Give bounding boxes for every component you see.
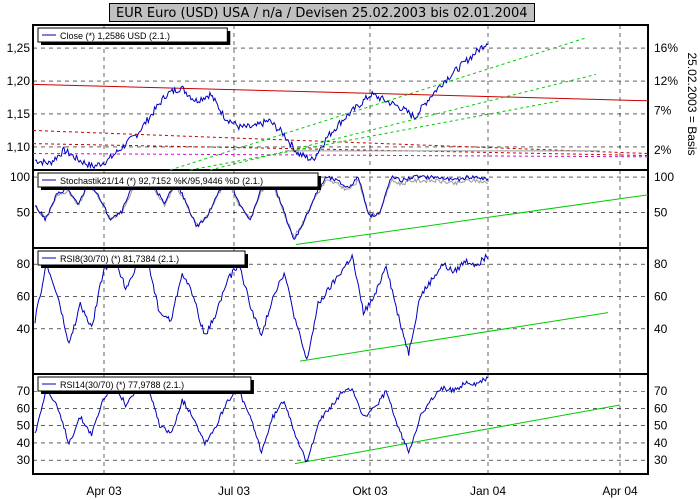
- trend-lines: [32, 37, 649, 465]
- y-tick-label: 1,15: [7, 107, 31, 121]
- legend-text: Close (*) 1,2586 USD (2.1.): [60, 31, 170, 41]
- y-tick-label: 100: [10, 170, 30, 184]
- x-tick-label: Jul 03: [218, 484, 250, 498]
- y-tick-label-right: 100: [654, 170, 674, 184]
- y-tick-label: 1,20: [7, 74, 31, 88]
- y-tick-label: 50: [17, 206, 31, 220]
- y-tick-label-right: 40: [654, 436, 668, 450]
- trend-line: [295, 194, 649, 245]
- y-tick-label-right: 12%: [654, 74, 678, 88]
- trend-line: [189, 100, 561, 171]
- y-tick-label: 30: [17, 453, 31, 467]
- trend-line: [209, 73, 597, 171]
- y-tick-label: 1,25: [7, 41, 31, 55]
- y-tick-label: 60: [17, 289, 31, 303]
- panel-frames: [32, 24, 649, 475]
- y-tick-label: 1,10: [7, 140, 31, 154]
- side-label: 25.02.2003 = Basis: [685, 52, 699, 155]
- price-series-line: [34, 43, 489, 170]
- x-tick-label: Apr 03: [86, 484, 122, 498]
- legends: Close (*) 1,2586 USD (2.1.) Stochastik21/…: [37, 27, 321, 394]
- axis-labels: Apr 03 Jul 03 Okt 03 Jan 04 Apr 04 1,25 1,20 1,…: [7, 41, 679, 498]
- chart-title: EUR Euro (USD) USA / n/a / Devisen 25.02…: [109, 3, 535, 22]
- x-tick-label: Jan 04: [470, 484, 506, 498]
- y-tick-label: 50: [17, 419, 31, 433]
- y-tick-label-right: 60: [654, 289, 668, 303]
- trend-line: [32, 129, 649, 155]
- legend-text: Stochastik21/14 (*) 92,7152 %K/95,9446 %…: [60, 176, 263, 186]
- y-tick-label-right: 50: [654, 419, 668, 433]
- y-tick-label: 60: [17, 401, 31, 415]
- y-tick-label: 80: [17, 257, 31, 271]
- legend-box: [37, 376, 252, 392]
- legend-box: [37, 172, 319, 188]
- y-tick-label-right: 2%: [654, 143, 672, 157]
- y-tick-label-right: 80: [654, 257, 668, 271]
- y-tick-label-right: 7%: [654, 104, 672, 118]
- legend-text: RSI14(30/70) (*) 77,9788 (2.1.): [60, 380, 184, 390]
- legend-box: [37, 27, 228, 43]
- y-tick-label-right: 16%: [654, 41, 678, 55]
- y-tick-label-right: 70: [654, 384, 668, 398]
- trend-line: [294, 404, 621, 465]
- y-tick-label-right: 40: [654, 322, 668, 336]
- y-tick-label-right: 30: [654, 453, 668, 467]
- y-tick-label: 40: [17, 322, 31, 336]
- trend-line: [169, 37, 586, 171]
- trend-line: [299, 312, 609, 362]
- y-tick-label-right: 50: [654, 206, 668, 220]
- grid-lines: [33, 25, 648, 474]
- x-tick-label: Apr 04: [602, 484, 638, 498]
- legend-text: RSI8(30/70) (*) 81,7384 (2.1.): [60, 254, 179, 264]
- trend-line: [32, 153, 649, 158]
- y-tick-label: 70: [17, 384, 31, 398]
- panel-frame: [32, 24, 649, 171]
- panel-frame: [32, 373, 649, 475]
- y-tick-label-right: 60: [654, 401, 668, 415]
- trend-line: [32, 143, 649, 156]
- indicator-series-line: [34, 253, 489, 360]
- trend-line: [32, 83, 649, 102]
- x-tick-label: Okt 03: [352, 484, 388, 498]
- y-tick-label: 40: [17, 436, 31, 450]
- legend-box: [37, 250, 246, 266]
